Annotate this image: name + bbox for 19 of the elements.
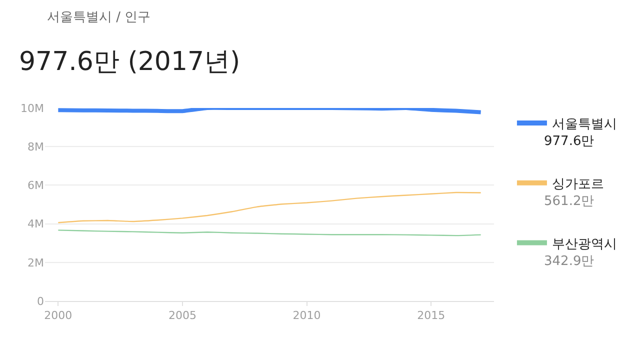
text: 977.6만 xyxy=(544,134,594,149)
x-tick-label: 2000 xyxy=(44,309,72,322)
legend-label: 싱가포르 xyxy=(552,176,604,192)
x-tick-label: 2010 xyxy=(292,309,321,322)
line-series xyxy=(58,192,482,224)
legend-label: 부산광역시 xyxy=(552,236,617,252)
y-tick-label: 2M xyxy=(28,256,44,270)
text: 561.2만 xyxy=(544,194,594,209)
y-tick-label: 0 xyxy=(37,294,44,308)
chart-subtitle: 서울특별시 / 인구 xyxy=(47,10,151,25)
x-tick-label: 2015 xyxy=(417,309,446,322)
x-tick-label: 2005 xyxy=(168,309,196,322)
y-tick-label: 10M xyxy=(20,102,44,115)
legend-label: 서울특별시 xyxy=(552,117,617,132)
y-tick-label: 8M xyxy=(28,140,44,154)
text: 342.9만 xyxy=(544,254,594,269)
y-tick-label: 4M xyxy=(28,218,44,231)
y-tick-label: 6M xyxy=(28,179,44,192)
chart-title: 977.6만 (2017년) xyxy=(19,47,240,78)
